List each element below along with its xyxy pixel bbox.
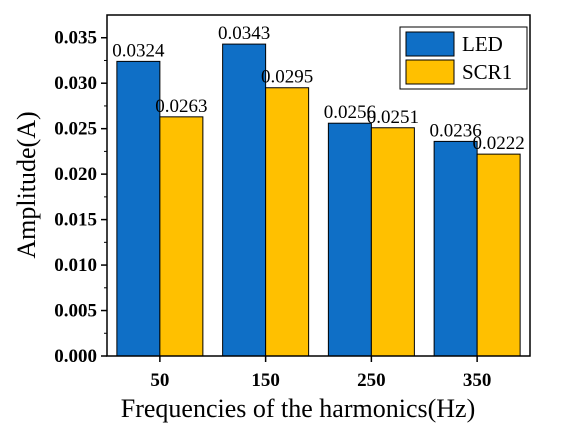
data-label-led-150: 0.0343 <box>218 23 270 44</box>
bar-scr1-350 <box>476 153 521 357</box>
data-label-led-50: 0.0324 <box>112 40 165 61</box>
legend-label-led: LED <box>462 32 503 56</box>
data-label-led-350: 0.0236 <box>430 120 482 141</box>
x-tick-label-250: 250 <box>357 370 386 391</box>
y-tick-label-0.000: 0.000 <box>54 346 97 367</box>
y-tick-label-0.035: 0.035 <box>54 28 97 49</box>
legend-swatch-led <box>405 31 455 57</box>
x-tick-label-350: 350 <box>463 370 492 391</box>
bars-layer <box>116 43 521 357</box>
x-axis-title: Frequencies of the harmonics(Hz) <box>121 394 475 423</box>
data-label-scr1-150: 0.0295 <box>261 67 313 88</box>
bar-scr1-50 <box>159 116 204 357</box>
x-tick-label-50: 50 <box>150 370 169 391</box>
data-label-scr1-50: 0.0263 <box>155 96 207 117</box>
x-tick-label-150: 150 <box>251 370 280 391</box>
bar-led-250 <box>327 122 372 357</box>
legend: LED SCR1 <box>399 26 528 90</box>
y-tick-label-0.020: 0.020 <box>54 164 97 185</box>
bar-scr1-150 <box>265 87 310 357</box>
bar-scr1-250 <box>370 127 415 357</box>
data-label-scr1-250: 0.0251 <box>367 107 419 128</box>
axes-layer <box>101 14 531 362</box>
y-tick-label-0.015: 0.015 <box>54 210 97 231</box>
y-tick-label-0.010: 0.010 <box>54 255 97 276</box>
y-tick-label-0.030: 0.030 <box>54 73 97 94</box>
legend-swatch-scr1 <box>405 59 455 85</box>
legend-label-scr1: SCR1 <box>462 60 512 84</box>
y-tick-label-0.025: 0.025 <box>54 119 97 140</box>
y-tick-label-0.005: 0.005 <box>54 301 97 322</box>
tick-labels-layer: 50 150 250 350 0.000 0.005 0.010 0.015 0.020 0.02… <box>54 28 491 391</box>
plot-frame <box>106 14 531 357</box>
bar-led-350 <box>433 140 478 357</box>
data-label-led-250: 0.0256 <box>324 102 376 123</box>
data-label-scr1-350: 0.0222 <box>473 133 525 154</box>
bar-led-50 <box>116 60 161 357</box>
y-axis-title: Amplitude(A) <box>12 111 41 258</box>
bar-led-150 <box>222 43 267 357</box>
